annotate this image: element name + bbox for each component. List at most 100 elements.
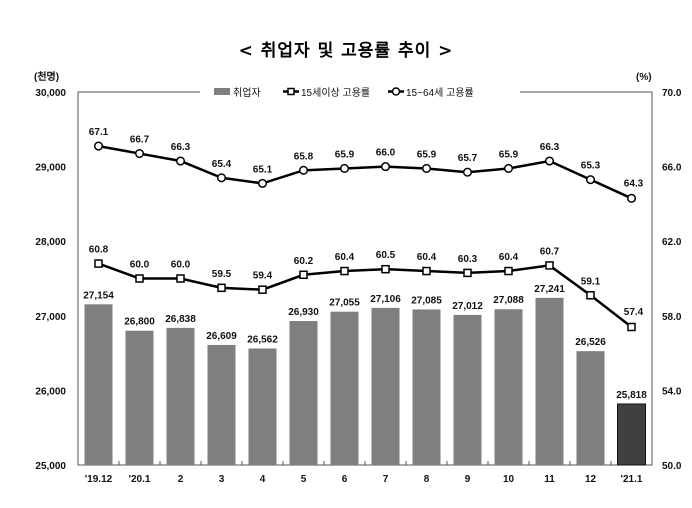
square-marker	[135, 274, 144, 283]
line-value-label: 65.9	[417, 149, 437, 160]
square-marker	[463, 268, 472, 278]
left-axis-unit: (천명)	[34, 70, 59, 83]
circle-marker	[134, 148, 145, 159]
left-tick-label: 27,000	[35, 312, 66, 323]
line-value-label: 65.7	[458, 153, 478, 164]
bar-value-label: 26,562	[247, 334, 278, 345]
circle-marker	[339, 163, 350, 174]
bar	[207, 344, 236, 465]
bar	[289, 321, 318, 465]
line-value-label: 60.4	[417, 252, 437, 263]
bar	[330, 311, 359, 465]
right-tick-label: 62.0	[662, 237, 682, 248]
x-tick-label: 12	[585, 474, 597, 485]
series-line	[98, 262, 633, 328]
square-marker	[217, 283, 226, 293]
legend-bg	[200, 84, 520, 100]
bar-value-label: 27,055	[329, 298, 360, 309]
line-value-label: 66.7	[130, 135, 150, 146]
line-value-label: 66.3	[540, 142, 560, 153]
line-value-label: 64.3	[624, 178, 644, 189]
bar	[453, 314, 482, 465]
bar	[576, 351, 605, 465]
square-marker	[545, 261, 554, 270]
legend-label: 취업자	[233, 86, 261, 99]
line-value-label: 65.8	[294, 151, 314, 162]
right-tick-label: 50.0	[662, 461, 682, 472]
bar	[494, 309, 523, 465]
chart-title: < 취업자 및 고용률 추이 >	[238, 41, 454, 61]
bar	[166, 327, 195, 465]
bar-value-label: 27,106	[370, 294, 401, 305]
line-value-label: 59.5	[212, 269, 232, 280]
line-value-label: 60.4	[335, 252, 355, 263]
square-marker	[299, 270, 308, 280]
x-tick-label: 10	[503, 474, 515, 485]
circle-marker	[257, 178, 268, 188]
circle-marker	[175, 156, 186, 166]
square-marker	[504, 266, 513, 276]
x-tick-label: 6	[342, 474, 348, 485]
circle-marker	[380, 162, 391, 172]
right-tick-label: 70.0	[662, 88, 682, 99]
circle-marker	[216, 173, 227, 183]
bar	[617, 403, 646, 466]
line-value-label: 60.0	[171, 260, 191, 271]
line-value-label: 60.2	[294, 256, 314, 267]
bar	[371, 307, 400, 465]
square-marker	[586, 291, 595, 300]
legend-label: 15~64세 고용률	[406, 87, 474, 99]
circle-marker	[544, 156, 555, 166]
x-tick-label: 11	[544, 474, 555, 485]
x-tick-label: '19.12	[85, 474, 113, 485]
legend-label: 15세이상 고용률	[301, 87, 370, 99]
right-tick-label: 54.0	[662, 386, 682, 397]
left-tick-label: 29,000	[35, 163, 66, 174]
series-line	[98, 144, 633, 200]
line-value-label: 65.1	[253, 164, 273, 175]
left-tick-label: 25,000	[35, 461, 66, 472]
bar-value-label: 26,838	[165, 314, 196, 325]
line-value-label: 59.4	[253, 271, 273, 282]
line-value-label: 60.3	[458, 254, 478, 265]
legend-square-marker	[287, 87, 295, 96]
bar-value-label: 26,800	[124, 317, 155, 328]
x-tick-label: 7	[383, 474, 389, 485]
left-tick-label: 28,000	[35, 237, 66, 248]
square-marker	[340, 266, 349, 276]
square-marker	[258, 285, 267, 294]
x-tick-label: 3	[219, 474, 225, 485]
line-value-label: 60.8	[89, 245, 109, 256]
square-marker	[627, 322, 636, 332]
line-value-label: 60.7	[540, 246, 560, 257]
line-value-label: 59.1	[581, 276, 601, 287]
bar	[248, 348, 277, 465]
right-tick-label: 58.0	[662, 312, 682, 323]
line-value-label: 60.5	[376, 250, 396, 261]
bar-value-label: 26,609	[206, 331, 237, 342]
bar-value-label: 25,818	[616, 390, 647, 401]
bar	[535, 297, 564, 465]
square-marker	[94, 259, 103, 268]
line-value-label: 65.4	[212, 159, 232, 170]
circle-marker	[298, 165, 309, 175]
x-tick-label: '21.1	[621, 474, 643, 485]
bar	[412, 309, 441, 465]
bar-value-label: 27,241	[534, 284, 565, 295]
legend-swatch-bars	[214, 88, 230, 95]
x-tick-label: 5	[301, 474, 307, 485]
bar-value-label: 27,012	[452, 301, 483, 312]
circle-marker	[585, 175, 596, 185]
x-tick-label: '20.1	[129, 474, 151, 485]
left-tick-label: 30,000	[35, 88, 66, 99]
line-value-label: 65.9	[335, 149, 355, 160]
bar-value-label: 27,088	[493, 295, 524, 306]
bar-value-label: 27,154	[83, 290, 114, 301]
left-tick-label: 26,000	[35, 386, 66, 397]
square-marker	[422, 266, 431, 276]
bar	[125, 330, 154, 465]
x-tick-label: 9	[465, 474, 471, 485]
right-axis-unit: (%)	[636, 72, 652, 83]
